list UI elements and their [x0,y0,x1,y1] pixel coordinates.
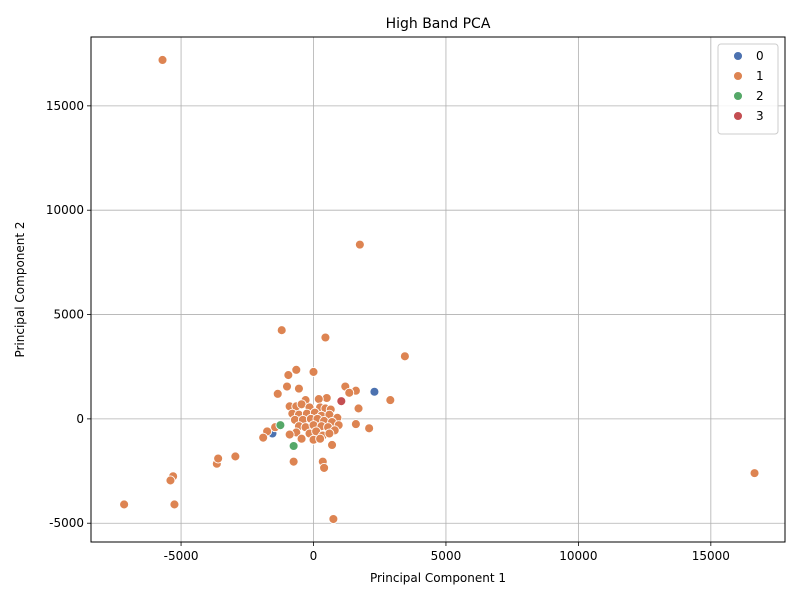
x-axis-label: Principal Component 1 [370,571,506,585]
y-axis-label: Principal Component 2 [13,221,27,357]
data-point [354,239,365,250]
data-point [282,381,292,392]
data-point [344,387,355,398]
legend-marker [733,91,743,101]
data-point [336,396,347,407]
data-point [169,499,180,510]
data-point [258,432,269,443]
data-point [353,403,364,414]
x-tick-label: 5000 [431,549,462,563]
y-tick-label: 0 [76,412,84,426]
data-point [369,386,380,397]
x-tick-label: 0 [310,549,318,563]
x-tick-label: -5000 [164,549,199,563]
data-point [313,394,324,405]
legend-box [717,43,779,135]
legend-marker [733,111,743,121]
data-point [399,351,410,362]
data-point [327,440,337,450]
legend-marker [733,51,743,61]
data-point [157,55,168,65]
data-point [165,475,176,486]
y-tick-label: 10000 [46,203,84,217]
data-point [119,499,130,510]
data-point [315,433,326,444]
data-point [364,423,375,434]
data-point [291,364,302,375]
data-point [283,370,294,381]
data-point [319,462,330,473]
data-point [284,429,295,440]
legend: 0 1 2 3 [717,43,779,135]
x-tick-label: 15000 [692,549,730,563]
chart-title: High Band PCA [386,16,491,32]
data-point [350,419,361,430]
data-points [119,55,760,524]
data-point [293,383,304,394]
y-tick-label: 5000 [53,308,84,322]
legend-label: 0 [756,49,764,63]
data-point [328,514,339,524]
plot-frame [90,36,786,543]
data-point [276,325,287,336]
data-point [296,433,307,444]
legend-label: 2 [756,89,764,103]
data-point [272,388,283,399]
y-tick-label: -5000 [49,516,84,530]
data-point [385,395,396,406]
data-point [275,420,286,431]
data-point [320,332,331,343]
legend-label: 3 [756,109,764,123]
x-tick-label: 10000 [559,549,597,563]
legend-label: 1 [756,69,764,83]
data-point [213,453,224,464]
y-tick-label: 15000 [46,99,84,113]
data-point [288,441,299,451]
grid-lines [91,37,785,542]
data-point [308,366,319,377]
data-point [749,468,760,479]
data-point [288,456,299,467]
data-point [230,451,241,462]
axis-ticks: -5000 0 5000 10000 15000 -5000 0 5000 10000 15000 [46,99,730,563]
legend-marker [733,71,743,81]
data-point [324,428,335,439]
